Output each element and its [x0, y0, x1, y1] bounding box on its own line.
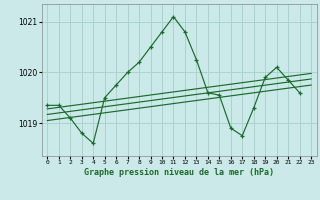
X-axis label: Graphe pression niveau de la mer (hPa): Graphe pression niveau de la mer (hPa) [84, 168, 274, 177]
